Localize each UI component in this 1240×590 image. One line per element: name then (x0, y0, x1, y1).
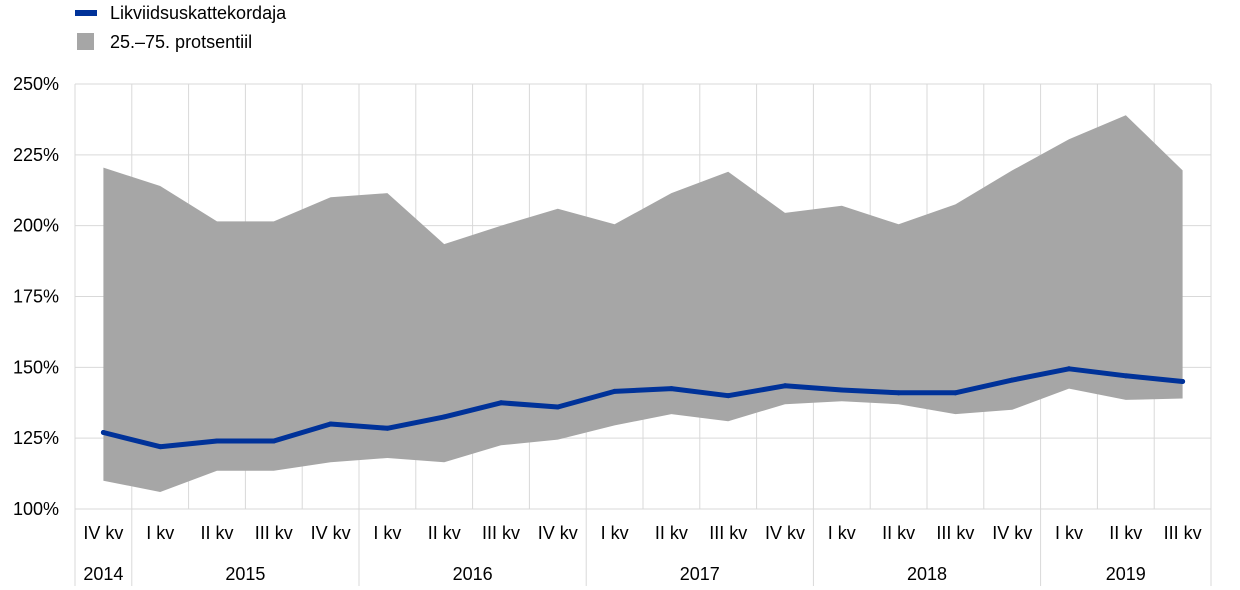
x-tick-label: III kv (936, 523, 974, 543)
x-tick-label: IV kv (83, 523, 123, 543)
percentile-band-area (103, 115, 1183, 492)
liquidity-ratio-point (498, 400, 504, 406)
x-tick-label: II kv (655, 523, 688, 543)
percentile-band (103, 115, 1183, 492)
liquidity-ratio-point (612, 388, 618, 394)
liquidity-ratio-point (384, 425, 390, 431)
x-year-label: 2019 (1106, 564, 1146, 584)
y-tick-label: 225% (13, 145, 59, 165)
legend-label: Likviidsuskattekordaja (110, 3, 287, 23)
y-tick-label: 250% (13, 74, 59, 94)
x-tick-label: III kv (255, 523, 293, 543)
y-tick-label: 175% (13, 287, 59, 307)
x-tick-label: I kv (373, 523, 401, 543)
x-tick-label: II kv (200, 523, 233, 543)
x-axis: IV kv I kv II kv III kv IV kv I kv II kv III kv… (74, 509, 1212, 586)
liquidity-ratio-point (782, 383, 788, 389)
y-tick-label: 150% (13, 357, 59, 377)
legend-swatch-line (75, 10, 97, 16)
liquidity-ratio-point (1066, 366, 1072, 372)
x-tick-label: IV kv (992, 523, 1032, 543)
legend: Likviidsuskattekordaja 25.–75. protsentii… (75, 3, 287, 52)
liquidity-ratio-point (271, 438, 277, 444)
x-tick-label: III kv (482, 523, 520, 543)
x-tick-label: II kv (1109, 523, 1142, 543)
y-tick-label: 100% (13, 499, 59, 519)
liquidity-ratio-point (555, 404, 561, 410)
liquidity-ratio-point (896, 390, 902, 396)
x-tick-label: II kv (882, 523, 915, 543)
x-tick-label: II kv (428, 523, 461, 543)
x-tick-label: IV kv (538, 523, 578, 543)
x-tick-label: IV kv (311, 523, 351, 543)
liquidity-ratio-point (328, 421, 334, 427)
liquidity-ratio-line (100, 366, 1186, 450)
liquidity-ratio-point (214, 438, 220, 444)
x-tick-label: I kv (828, 523, 856, 543)
legend-swatch-area (77, 33, 94, 50)
liquidity-ratio-point (100, 430, 106, 435)
liquidity-ratio-point (725, 393, 731, 399)
x-tick-label: I kv (1055, 523, 1083, 543)
x-tick-label: IV kv (765, 523, 805, 543)
x-year-label: 2017 (680, 564, 720, 584)
liquidity-ratio-point (668, 386, 674, 392)
y-tick-label: 125% (13, 428, 59, 448)
liquidity-ratio-point (1009, 377, 1015, 383)
legend-label: 25.–75. protsentiil (110, 32, 252, 52)
x-tick-label: III kv (709, 523, 747, 543)
x-year-label: 2018 (907, 564, 947, 584)
x-tick-label: III kv (1164, 523, 1202, 543)
y-tick-label: 200% (13, 216, 59, 236)
x-tick-label: I kv (601, 523, 629, 543)
x-year-label: 2015 (225, 564, 265, 584)
line-series (100, 366, 1186, 450)
y-axis: 100% 125% 150% 175% 200% 225% 250% (13, 74, 59, 519)
x-tick-label: I kv (146, 523, 174, 543)
liquidity-ratio-point (1180, 379, 1186, 384)
x-year-label: 2014 (83, 564, 123, 584)
liquidity-ratio-point (157, 444, 163, 450)
liquidity-ratio-point (952, 390, 958, 396)
liquidity-ratio-point (441, 414, 447, 420)
liquidity-ratio-point (839, 387, 845, 393)
x-year-label: 2016 (453, 564, 493, 584)
liquidity-ratio-point (1123, 373, 1129, 379)
